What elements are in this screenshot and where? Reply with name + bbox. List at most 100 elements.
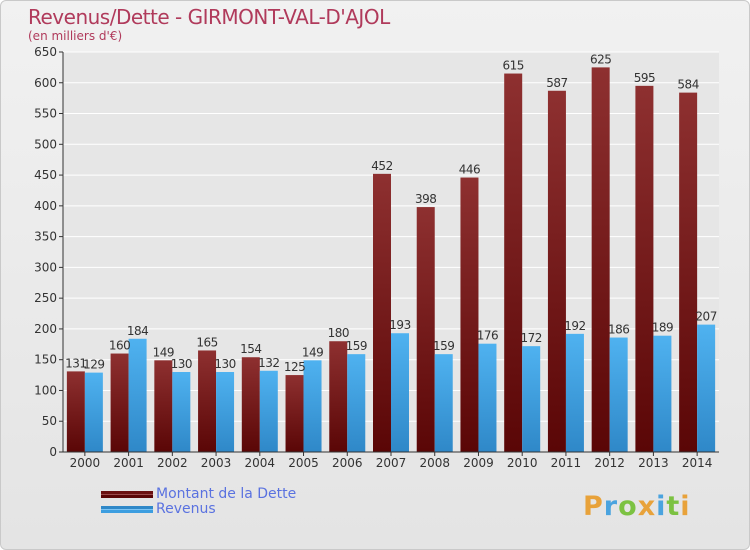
logo-letter: i <box>680 491 691 522</box>
data-label-dette: 595 <box>634 71 655 85</box>
x-tick-label: 2011 <box>551 456 582 470</box>
legend-label-dette: Montant de la Dette <box>156 486 297 502</box>
x-tick-label: 2001 <box>113 456 144 470</box>
data-label-revenus: 149 <box>302 345 323 359</box>
bar-dette <box>154 360 173 452</box>
data-label-dette: 165 <box>196 335 217 349</box>
x-tick-label: 2003 <box>201 456 232 470</box>
bar-revenus <box>653 335 672 452</box>
bar-dette <box>198 350 217 452</box>
data-label-revenus: 172 <box>520 331 541 345</box>
data-label-revenus: 193 <box>389 318 410 332</box>
y-tick-label: 400 <box>34 199 57 213</box>
data-label-revenus: 176 <box>477 329 498 343</box>
data-label-revenus: 186 <box>608 323 629 337</box>
bar-revenus <box>434 354 453 452</box>
data-label-dette: 584 <box>677 78 698 92</box>
data-label-revenus: 207 <box>695 310 716 324</box>
x-tick-label: 2008 <box>419 456 450 470</box>
x-tick-label: 2006 <box>332 456 363 470</box>
bar-revenus <box>347 354 366 452</box>
x-tick-label: 2004 <box>245 456 276 470</box>
bar-revenus <box>478 343 497 452</box>
logo-letter: o <box>618 491 638 522</box>
y-tick-label: 150 <box>34 353 57 367</box>
bar-dette <box>635 85 654 452</box>
logo-letter: t <box>666 491 681 522</box>
logo-letter: i <box>656 491 667 522</box>
y-tick-label: 300 <box>34 260 57 274</box>
bar-revenus <box>391 333 409 452</box>
x-tick-label: 2000 <box>70 456 101 470</box>
data-label-revenus: 130 <box>214 357 235 371</box>
x-axis: 2000 2001 2002 2003 2004 2005 2006 2007 2008 2009… <box>63 451 719 470</box>
x-tick-label: 2002 <box>157 456 188 470</box>
y-tick-label: 500 <box>34 137 57 151</box>
data-label-dette: 398 <box>415 192 436 206</box>
y-tick-label: 50 <box>42 414 57 428</box>
data-label-dette: 131 <box>65 356 86 370</box>
data-label-revenus: 192 <box>564 319 585 333</box>
proxiti-logo: Proxiti <box>583 491 691 522</box>
bar-dette <box>373 173 391 452</box>
bar-revenus <box>522 346 541 452</box>
bar-dette <box>591 67 610 452</box>
bar-revenus <box>172 372 191 452</box>
bar-dette <box>66 371 85 452</box>
x-tick-label: 2012 <box>594 456 625 470</box>
bars <box>66 67 716 453</box>
legend-label-revenus: Revenus <box>156 501 216 517</box>
y-tick-label: 450 <box>34 168 57 182</box>
bar-revenus <box>303 360 322 452</box>
y-tick-label: 650 <box>34 45 57 59</box>
data-label-revenus: 184 <box>127 324 148 338</box>
chart-subtitle: (en milliers d'€) <box>28 29 123 43</box>
data-label-dette: 154 <box>240 342 261 356</box>
bar-dette <box>329 341 348 452</box>
bar-revenus <box>84 372 103 452</box>
y-axis: 0 50 100 150 200 250 300 350 400 450 500 550 600 650 <box>34 45 64 459</box>
data-label-dette: 452 <box>371 159 392 173</box>
data-label-dette: 625 <box>590 52 611 66</box>
x-tick-label: 2007 <box>376 456 407 470</box>
data-label-revenus: 130 <box>171 357 192 371</box>
bar-dette <box>547 90 566 453</box>
legend-swatch-dette <box>101 491 153 498</box>
x-tick-label: 2010 <box>507 456 538 470</box>
legend-swatch-revenus <box>101 506 153 513</box>
y-tick-label: 250 <box>34 291 57 305</box>
bar-revenus <box>128 338 147 452</box>
data-label-revenus: 189 <box>652 321 673 335</box>
y-tick-label: 200 <box>34 322 57 336</box>
data-label-dette: 446 <box>459 163 480 177</box>
data-label-revenus: 159 <box>433 339 454 353</box>
x-tick-label: 2014 <box>682 456 713 470</box>
bar-revenus <box>609 337 628 452</box>
y-tick-label: 100 <box>34 383 57 397</box>
y-tick-label: 550 <box>34 107 57 121</box>
y-tick-label: 350 <box>34 230 57 244</box>
x-tick-label: 2005 <box>288 456 319 470</box>
x-tick-label: 2009 <box>463 456 494 470</box>
bar-dette <box>460 177 479 453</box>
data-label-dette: 615 <box>502 59 523 73</box>
bar-revenus <box>697 324 716 452</box>
bar-dette <box>241 357 260 452</box>
data-label-revenus: 132 <box>258 356 279 370</box>
bar-dette <box>285 375 304 452</box>
bar-dette <box>110 353 129 452</box>
bar-dette <box>679 92 698 452</box>
logo-letter: P <box>583 491 604 522</box>
x-tick-label: 2013 <box>638 456 669 470</box>
data-label-dette: 160 <box>109 339 130 353</box>
bar-revenus <box>259 370 278 452</box>
data-label-revenus: 129 <box>83 358 104 372</box>
data-label-dette: 149 <box>153 345 174 359</box>
y-tick-label: 600 <box>34 76 57 90</box>
data-label-revenus: 159 <box>346 339 367 353</box>
logo-letter: r <box>603 491 619 522</box>
data-label-dette: 125 <box>284 360 305 374</box>
